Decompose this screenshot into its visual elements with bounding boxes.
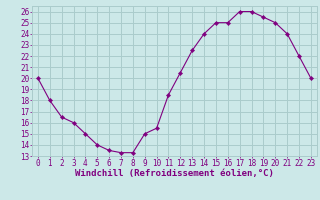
X-axis label: Windchill (Refroidissement éolien,°C): Windchill (Refroidissement éolien,°C) [75, 169, 274, 178]
